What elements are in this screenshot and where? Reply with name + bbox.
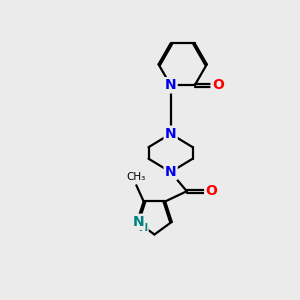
Text: N: N: [165, 165, 176, 179]
Text: N: N: [165, 165, 176, 179]
Text: CH₃: CH₃: [127, 172, 146, 182]
Text: N: N: [165, 127, 176, 141]
Text: N: N: [165, 78, 176, 92]
Text: N: N: [133, 215, 144, 229]
Text: N: N: [165, 127, 176, 141]
Text: O: O: [205, 184, 217, 198]
Text: O: O: [212, 78, 224, 92]
Text: H: H: [139, 223, 148, 233]
Text: N: N: [133, 215, 144, 229]
Text: N: N: [165, 78, 176, 92]
Text: O: O: [205, 184, 217, 198]
Text: O: O: [212, 78, 224, 92]
